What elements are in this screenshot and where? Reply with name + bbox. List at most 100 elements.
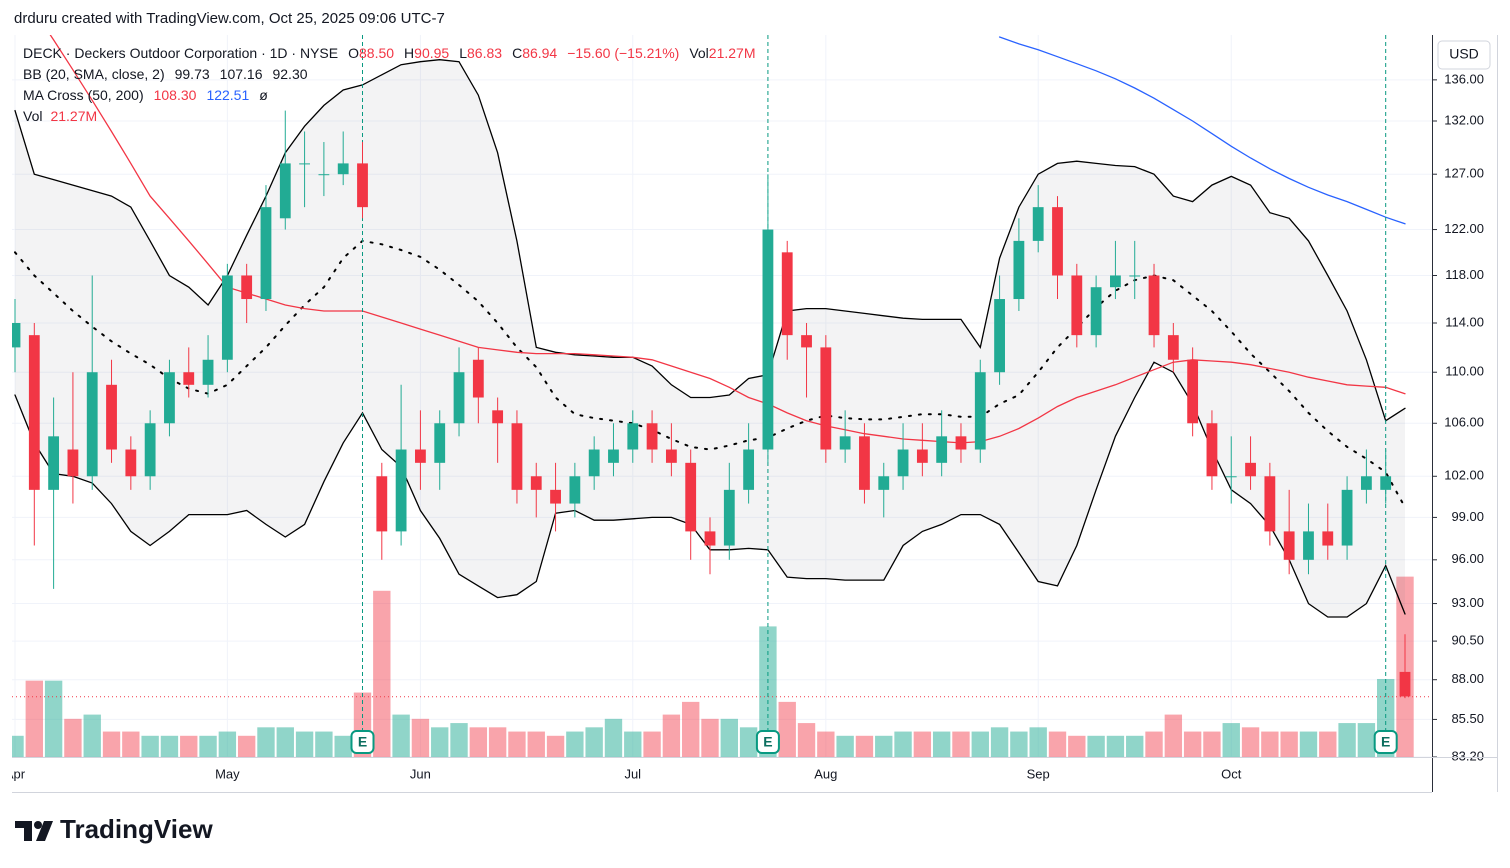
volume-bar (1261, 731, 1279, 757)
volume-bar (894, 731, 912, 757)
vol-value: 21.27M (50, 108, 97, 124)
candle-body (994, 299, 1005, 373)
bb-value: 99.73 (175, 66, 210, 82)
candle-body (221, 275, 233, 360)
candle-body (762, 229, 774, 450)
volume-bar (797, 723, 816, 757)
bb_basis-line (14, 239, 1406, 509)
volume-bar (971, 731, 989, 757)
volume-bar (643, 731, 661, 757)
volume-bar (1126, 735, 1144, 757)
volume-bar (1280, 731, 1298, 757)
earnings-badge (755, 730, 780, 754)
volume-bar (488, 727, 507, 757)
candle-body (723, 489, 735, 546)
ma-suffix: ø (259, 87, 268, 103)
candle-body (318, 174, 330, 176)
volume-bar (237, 735, 256, 757)
candle-body (820, 347, 832, 450)
candle-body (1360, 476, 1372, 490)
candle-body (48, 436, 60, 490)
volume-bar (12, 735, 24, 757)
candle-body (1303, 531, 1314, 560)
x-tick-label: Sep (1027, 766, 1050, 781)
candle-body (955, 436, 967, 450)
volume-bar (1087, 735, 1105, 757)
grid (12, 35, 1432, 758)
y-tick-label: 118.00 (1445, 267, 1484, 282)
volume-bar (431, 727, 449, 757)
candle-body (1167, 335, 1179, 360)
y-tick-label: 132.00 (1444, 112, 1484, 127)
candle-body (376, 476, 388, 532)
candle-body (1013, 240, 1025, 300)
volume-bar (122, 731, 140, 757)
legend-line: Vol 21.27M (23, 108, 97, 124)
candle-body (1129, 275, 1141, 277)
candle-body (1032, 207, 1044, 241)
candle-body (1399, 671, 1411, 697)
volume-bar (1203, 731, 1221, 757)
candle-body (183, 372, 195, 385)
candle-body (859, 436, 870, 490)
volume-bar (257, 727, 275, 757)
y-tick-label: 110.00 (1445, 364, 1484, 379)
legend: DECK · Deckers Outdoor Corporation · 1D … (23, 45, 756, 124)
volume-bar (102, 731, 121, 757)
volume-bar (585, 727, 603, 757)
volume-bar (392, 714, 410, 757)
volume-bar (778, 701, 796, 757)
volume-bar (1338, 723, 1356, 757)
y-tick-label: 127.00 (1444, 166, 1484, 181)
volume-bar (1145, 731, 1163, 757)
volume-bar (1319, 731, 1337, 757)
x-tick-label: Apr (5, 766, 26, 781)
volume-bar (218, 731, 237, 757)
logo-part (34, 821, 42, 829)
candle-body (279, 163, 291, 219)
y-tick-label: 90.50 (1451, 633, 1484, 648)
volume-bar (180, 735, 198, 757)
volume-bar (44, 680, 63, 757)
bb-value: 107.16 (220, 66, 263, 82)
y-tick-label: 83.20 (1451, 748, 1484, 763)
volume-bar (952, 731, 970, 757)
volume-bar (295, 731, 314, 757)
vol-key: Vol (23, 108, 42, 124)
candle-body (685, 462, 697, 532)
candle-body (86, 372, 98, 477)
candle-body (974, 372, 986, 450)
volume-bar (1164, 714, 1183, 757)
volume-bar (759, 626, 777, 757)
volume-bar (1241, 727, 1260, 757)
volume-bar (527, 731, 545, 757)
volume-bar (1048, 731, 1067, 757)
volume-bar (1010, 731, 1028, 757)
candle-body (1264, 476, 1276, 532)
volume-bar (373, 590, 391, 757)
x-tick-label: May (215, 766, 240, 781)
time-axis: Apr May Jun Jul Aug Sep Oct (5, 766, 1242, 781)
volume-bar (508, 731, 526, 757)
volume-bar (411, 718, 430, 757)
volume-bar (662, 714, 681, 757)
sma200-line (998, 36, 1406, 225)
volume-bar (990, 727, 1009, 757)
volume-bar (624, 731, 642, 757)
change: −15.60 (−15.21%) (567, 45, 679, 61)
candle-body (530, 476, 542, 490)
candle-body (492, 410, 504, 424)
ohlc-key: L (459, 45, 467, 61)
y-tick-label: 93.00 (1451, 595, 1484, 610)
candle-body (472, 359, 484, 398)
currency-box[interactable] (1437, 40, 1491, 70)
candle-body (1206, 423, 1218, 477)
earnings-label: E (1381, 734, 1390, 750)
candle-body (1380, 476, 1392, 490)
earnings-badge (350, 730, 375, 754)
candle-body (67, 449, 79, 477)
x-tick-label: Jun (410, 766, 431, 781)
logo-part (24, 821, 32, 841)
logo-part (36, 821, 53, 841)
